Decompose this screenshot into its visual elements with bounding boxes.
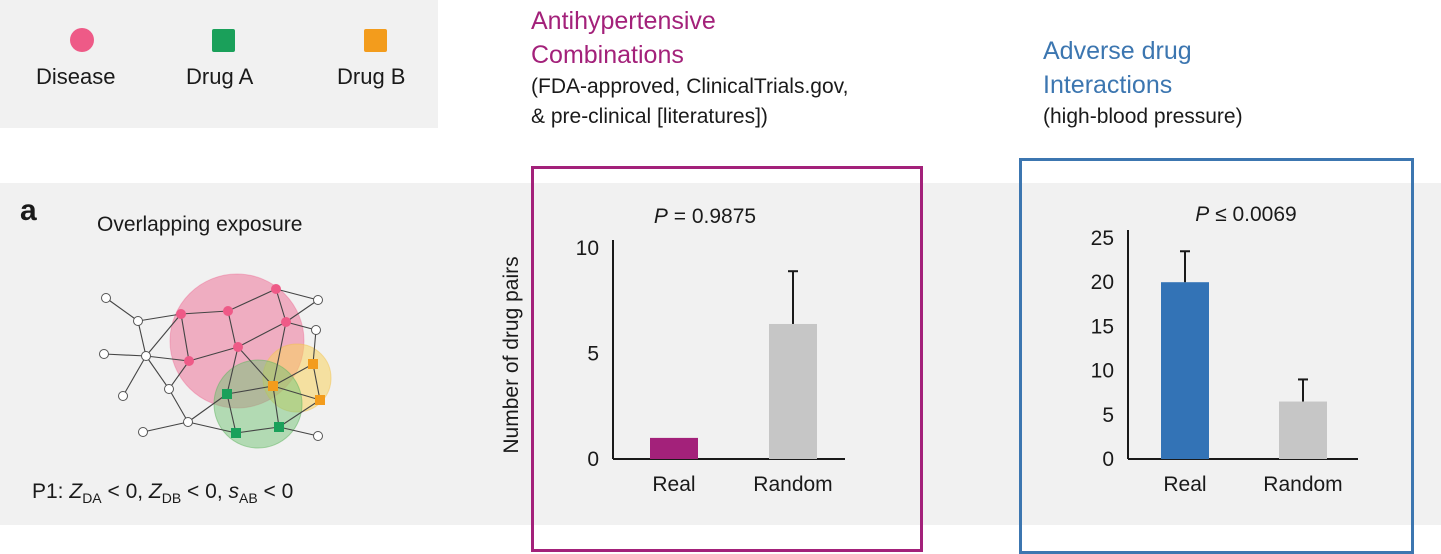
legend-drug-b-marker — [364, 29, 387, 52]
antihypertensive-sub-line1: (FDA-approved, ClinicalTrials.gov, — [531, 75, 849, 98]
disease-node — [281, 317, 291, 327]
disease-nodes — [176, 284, 291, 366]
chart1-xtick-real: Real — [652, 473, 695, 496]
overlap-formula: P1: ZDA < 0, ZDB < 0, sAB < 0 — [32, 480, 293, 506]
panel-title: Overlapping exposure — [97, 213, 303, 236]
adverse-title-line1: Adverse drug — [1043, 37, 1192, 65]
network-node — [101, 293, 111, 303]
network-node — [183, 417, 193, 427]
chart2-bar-real — [1161, 282, 1209, 459]
chart2-ytick-label: 20 — [1091, 271, 1114, 294]
chart2-title: P ≤ 0.0069 — [1195, 203, 1296, 226]
chart2-plot: 0 5 10 15 20 25 — [1091, 227, 1358, 471]
adverse-sub-line1: (high-blood pressure) — [1043, 105, 1243, 128]
chart1-ytick-label: 10 — [576, 237, 599, 260]
network-node — [313, 431, 323, 441]
network-node — [133, 316, 143, 326]
drug-a-module-circle — [213, 359, 303, 449]
disease-node — [223, 306, 233, 316]
chart2-ytick-label: 25 — [1091, 227, 1114, 250]
formula-z-da-sub: DA — [82, 490, 102, 507]
chart2-title-p: P — [1195, 203, 1209, 226]
chart2-xtick-real: Real — [1163, 473, 1206, 496]
network-diagram — [99, 273, 332, 449]
legend-drug-a-marker — [212, 29, 235, 52]
chart1-xtick-random: Random — [753, 473, 832, 496]
chart2-ytick-label: 5 — [1102, 404, 1114, 427]
antihypertensive-title-line2: Combinations — [531, 41, 684, 69]
network-node — [99, 349, 109, 359]
drug-b-node — [268, 381, 278, 391]
network-nodes — [99, 293, 323, 441]
disease-node — [271, 284, 281, 294]
antihypertensive-sub-line2: & pre-clinical [literatures]) — [531, 105, 768, 128]
chart1-plot: 0 5 10 — [576, 237, 845, 471]
formula-s-ab-rest: < 0 — [257, 480, 294, 503]
chart1-title-rest: = 0.9875 — [668, 205, 756, 228]
formula-prefix: P1: — [32, 480, 70, 503]
legend-drug-a-label: Drug A — [186, 64, 254, 89]
formula-s-ab: s — [228, 480, 239, 503]
chart1-title-p: P — [654, 205, 668, 228]
antihypertensive-title-line1: Antihypertensive — [531, 7, 716, 35]
chart2-ytick-label: 15 — [1091, 315, 1114, 338]
chart1-title: P = 0.9875 — [654, 205, 756, 228]
adverse-header: Adverse drug Interactions (high-blood pr… — [1043, 34, 1243, 132]
formula-z-da-rest: < 0, — [101, 480, 149, 503]
disease-node — [184, 356, 194, 366]
chart1-ytick-label: 0 — [587, 448, 599, 471]
chart1-bar-real — [650, 437, 698, 459]
network-node — [313, 295, 323, 305]
chart2-ytick-label: 0 — [1102, 448, 1114, 471]
drug-b-node — [315, 395, 325, 405]
formula-z-da: Z — [69, 480, 83, 503]
drug-b-nodes — [268, 359, 325, 405]
drug-a-node — [274, 422, 284, 432]
legend-drug-b-label: Drug B — [337, 64, 406, 89]
adverse-bar-chart: P ≤ 0.0069 0 5 10 15 20 25 Real Random — [1091, 203, 1358, 496]
network-node — [138, 427, 148, 437]
drug-a-node — [222, 389, 232, 399]
chart1-ytick-label: 5 — [587, 343, 599, 366]
chart2-ytick-label: 10 — [1091, 360, 1114, 383]
chart2-bar-random — [1279, 401, 1327, 459]
panel-letter: a — [20, 194, 37, 227]
adverse-title-line2: Interactions — [1043, 71, 1173, 99]
drug-a-nodes — [222, 389, 284, 438]
chart2-title-rest: ≤ 0.0069 — [1209, 203, 1296, 226]
disease-node — [176, 309, 186, 319]
legend-box — [0, 0, 438, 128]
formula-z-db-sub: DB — [161, 490, 182, 507]
chart1-ylabel: Number of drug pairs — [500, 256, 523, 453]
formula-z-db: Z — [148, 480, 162, 503]
formula-z-db-rest: < 0, — [181, 480, 229, 503]
legend-disease-label: Disease — [36, 64, 116, 89]
disease-node — [233, 342, 243, 352]
chart2-xtick-random: Random — [1263, 473, 1342, 496]
network-node — [311, 325, 321, 335]
formula-s-ab-sub: AB — [238, 490, 258, 507]
legend-disease-marker — [70, 28, 94, 52]
chart1-bar-random — [769, 323, 817, 459]
network-node — [141, 351, 151, 361]
network-edges — [103, 288, 321, 437]
drug-a-node — [231, 428, 241, 438]
network-node — [118, 391, 128, 401]
network-node — [164, 384, 174, 394]
drug-b-node — [308, 359, 318, 369]
antihypertensive-bar-chart: P = 0.9875 Number of drug pairs 0 5 10 Rea… — [500, 205, 845, 496]
antihypertensive-header: Antihypertensive Combinations (FDA-appro… — [531, 4, 848, 132]
